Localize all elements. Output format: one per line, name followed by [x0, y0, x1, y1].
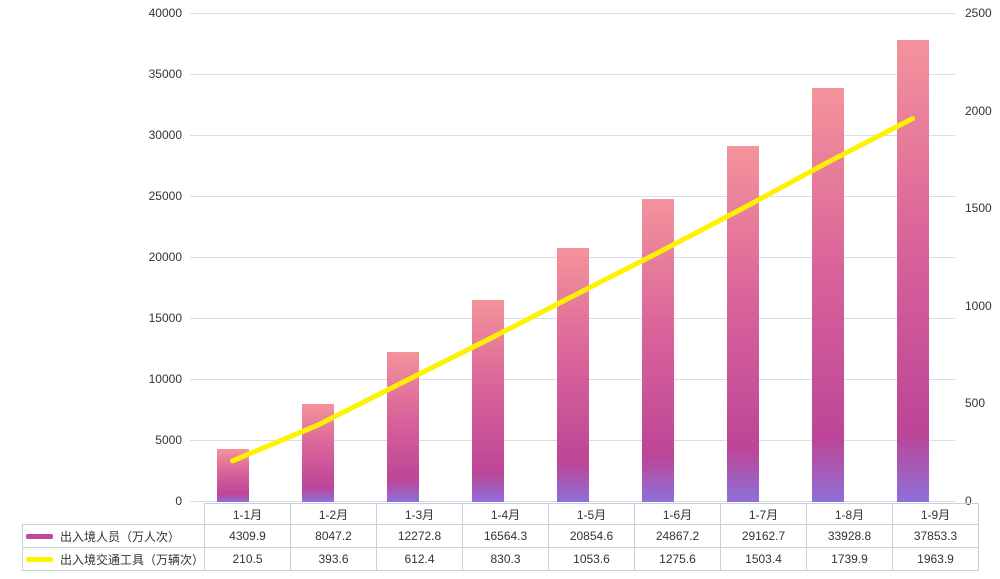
left-axis-tick-label: 25000 [148, 189, 182, 203]
category-header-cell: 1-6月 [634, 503, 722, 525]
category-header-cell: 1-1月 [204, 503, 292, 525]
line-value-cell: 210.5 [204, 547, 292, 571]
left-axis-tick-label: 20000 [148, 250, 182, 264]
bar-value-cell: 20854.6 [548, 524, 636, 548]
right-axis-tick-label: 500 [965, 396, 986, 410]
line-value-cell: 1275.6 [634, 547, 722, 571]
left-axis-tick-label: 0 [175, 494, 182, 508]
line-value-cell: 393.6 [290, 547, 378, 571]
right-axis-tick-label: 2000 [965, 104, 992, 118]
left-axis-tick-label: 15000 [148, 311, 182, 325]
left-axis-tick-label: 30000 [148, 128, 182, 142]
bar-value-cell: 4309.9 [204, 524, 292, 548]
category-header-cell: 1-2月 [290, 503, 378, 525]
line-series-label: 出入境交通工具（万辆次） [60, 552, 205, 567]
left-axis-tick-label: 10000 [148, 372, 182, 386]
right-axis-tick-label: 2500 [965, 6, 992, 20]
line-series[interactable] [230, 116, 915, 464]
right-axis-tick-label: 1500 [965, 201, 992, 215]
category-header-cell: 1-3月 [376, 503, 464, 525]
plot-area [190, 13, 955, 502]
legend-item: 出入境交通工具（万辆次） [24, 551, 205, 568]
bar-series-swatch [26, 533, 53, 539]
line-value-cell: 612.4 [376, 547, 464, 571]
category-header-cell: 1-8月 [806, 503, 894, 525]
bar-1-7月[interactable] [727, 146, 759, 502]
right-axis-tick-label: 0 [965, 494, 972, 508]
line-value-cell: 1503.4 [720, 547, 808, 571]
line-series-swatch [26, 556, 53, 562]
bar-series-label: 出入境人员（万人次） [60, 529, 181, 544]
bar-value-cell: 16564.3 [462, 524, 550, 548]
legend-cell: 出入境交通工具（万辆次） [21, 547, 206, 571]
line-value-cell: 1963.9 [892, 547, 980, 571]
bar-value-cell: 24867.2 [634, 524, 722, 548]
bar-value-cell: 37853.3 [892, 524, 980, 548]
bar-value-cell: 29162.7 [720, 524, 808, 548]
category-header-cell: 1-5月 [548, 503, 636, 525]
data-table: 1-1月 1-2月 1-3月 1-4月 1-5月 1-6月 1-7月 1-8月 1-9月出入境人… [21, 503, 980, 571]
category-header-cell: 1-4月 [462, 503, 550, 525]
line-series-svg [230, 116, 915, 464]
left-axis-tick-label: 5000 [155, 433, 182, 447]
right-axis-tick-label: 1000 [965, 299, 992, 313]
left-axis-tick-label: 40000 [148, 6, 182, 20]
legend-item: 出入境人员（万人次） [24, 528, 204, 545]
bar-value-cell: 12272.8 [376, 524, 464, 548]
legend-cell: 出入境人员（万人次） [21, 524, 206, 548]
line-value-cell: 1739.9 [806, 547, 894, 571]
gridline [190, 74, 955, 75]
line-value-cell: 830.3 [462, 547, 550, 571]
bar-value-cell: 33928.8 [806, 524, 894, 548]
line-value-cell: 1053.6 [548, 547, 636, 571]
gridline [190, 13, 955, 14]
left-axis-tick-label: 35000 [148, 67, 182, 81]
category-header-cell: 1-9月 [892, 503, 980, 525]
bar-value-cell: 8047.2 [290, 524, 378, 548]
category-header-cell: 1-7月 [720, 503, 808, 525]
gridline [190, 135, 955, 136]
table-corner-cell [22, 503, 206, 525]
gridline [190, 196, 955, 197]
